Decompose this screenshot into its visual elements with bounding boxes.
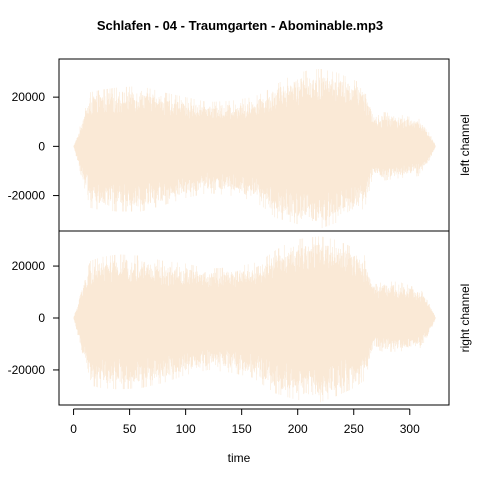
y-tick-label: 0 [38, 139, 45, 153]
y-tick-label: 20000 [12, 259, 46, 273]
x-tick-label: 50 [123, 422, 137, 436]
x-tick-label: 100 [176, 422, 196, 436]
waveform-left [73, 69, 436, 229]
panel-left-channel: -20000 0 20000 left channel [8, 58, 472, 232]
panels: -20000 0 20000 left channel -20000 0 20000 righ… [8, 58, 472, 406]
waveform-right [73, 236, 436, 403]
x-tick-label: 250 [344, 422, 364, 436]
y-tick-label: -20000 [8, 189, 46, 203]
panel-right-channel: -20000 0 20000 right channel [8, 230, 472, 406]
channel-label: left channel [458, 114, 472, 175]
x-tick-label: 0 [70, 422, 77, 436]
channel-label: right channel [458, 284, 472, 353]
y-tick-label: 0 [38, 311, 45, 325]
x-tick-label: 300 [400, 422, 420, 436]
chart-title: Schlafen - 04 - Traumgarten - Abominable… [97, 18, 383, 33]
x-axis-label: time [228, 451, 251, 465]
y-tick-label: -20000 [8, 363, 46, 377]
y-tick-label: 20000 [12, 90, 46, 104]
x-tick-label: 200 [288, 422, 308, 436]
x-tick-label: 150 [232, 422, 252, 436]
x-axis: 0 50 100 150 200 250 300 [70, 408, 420, 436]
